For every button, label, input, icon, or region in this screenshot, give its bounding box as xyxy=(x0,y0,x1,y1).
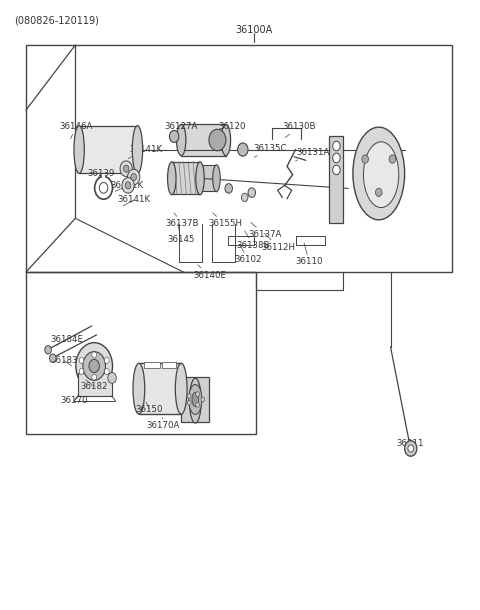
Ellipse shape xyxy=(192,392,199,407)
Text: 36139: 36139 xyxy=(87,169,115,179)
Text: 36211: 36211 xyxy=(396,439,424,451)
Bar xyxy=(144,362,160,368)
Circle shape xyxy=(196,403,200,407)
Ellipse shape xyxy=(74,126,84,173)
Text: 36182: 36182 xyxy=(80,379,108,391)
Circle shape xyxy=(225,184,232,193)
Circle shape xyxy=(248,188,255,198)
Ellipse shape xyxy=(190,378,201,423)
Circle shape xyxy=(125,182,131,189)
Text: 36138B: 36138B xyxy=(237,231,270,249)
Circle shape xyxy=(105,357,109,364)
Bar xyxy=(78,373,111,396)
Text: 36135C: 36135C xyxy=(253,144,287,157)
Circle shape xyxy=(79,368,84,375)
Ellipse shape xyxy=(189,384,202,414)
Text: 36155H: 36155H xyxy=(208,213,242,228)
Circle shape xyxy=(333,165,340,174)
Circle shape xyxy=(333,153,340,163)
Bar xyxy=(172,162,200,195)
Bar xyxy=(26,45,452,272)
Circle shape xyxy=(375,188,382,196)
Ellipse shape xyxy=(221,124,230,156)
Circle shape xyxy=(108,373,116,383)
Text: 36141K: 36141K xyxy=(128,145,163,159)
Text: 36184E: 36184E xyxy=(50,334,84,346)
Ellipse shape xyxy=(363,142,399,207)
Ellipse shape xyxy=(83,351,106,380)
Circle shape xyxy=(49,354,56,362)
Text: 36170A: 36170A xyxy=(146,417,180,430)
Bar xyxy=(139,363,181,414)
Bar xyxy=(26,272,256,434)
Circle shape xyxy=(79,357,84,364)
Circle shape xyxy=(128,170,140,185)
Circle shape xyxy=(241,193,248,201)
Text: 36141K: 36141K xyxy=(110,181,144,192)
Circle shape xyxy=(362,155,369,163)
Circle shape xyxy=(105,368,109,375)
Text: 36100A: 36100A xyxy=(236,25,273,35)
Ellipse shape xyxy=(177,124,186,156)
Circle shape xyxy=(408,445,414,452)
Ellipse shape xyxy=(196,162,204,195)
Circle shape xyxy=(131,173,136,181)
Ellipse shape xyxy=(168,162,176,195)
Circle shape xyxy=(123,165,129,172)
Text: 36137A: 36137A xyxy=(249,223,282,239)
Bar xyxy=(102,174,106,178)
Text: 36150: 36150 xyxy=(135,402,163,414)
Ellipse shape xyxy=(213,165,220,192)
Text: 36140E: 36140E xyxy=(193,265,226,279)
Text: 36131A: 36131A xyxy=(296,148,330,161)
Ellipse shape xyxy=(353,127,405,220)
Text: 36127A: 36127A xyxy=(165,123,198,138)
Bar xyxy=(181,377,209,422)
Circle shape xyxy=(238,143,248,156)
Ellipse shape xyxy=(132,126,143,173)
Text: 36110: 36110 xyxy=(296,243,323,267)
Text: 36137B: 36137B xyxy=(166,213,199,228)
Circle shape xyxy=(45,346,51,354)
Text: 36183: 36183 xyxy=(50,356,78,366)
Circle shape xyxy=(187,400,191,405)
Circle shape xyxy=(405,440,417,456)
Circle shape xyxy=(196,392,200,396)
Circle shape xyxy=(333,141,340,151)
Circle shape xyxy=(92,374,96,380)
Text: 36120: 36120 xyxy=(219,123,246,137)
Circle shape xyxy=(169,131,179,142)
Circle shape xyxy=(122,178,134,193)
Text: 36102: 36102 xyxy=(234,245,262,264)
Text: 36112H: 36112H xyxy=(261,233,295,251)
Circle shape xyxy=(389,155,396,163)
Ellipse shape xyxy=(133,364,145,414)
Text: 36146A: 36146A xyxy=(59,123,92,139)
Circle shape xyxy=(92,352,96,358)
Circle shape xyxy=(201,397,204,402)
Bar xyxy=(329,137,344,223)
Bar xyxy=(181,124,226,156)
Text: 36141K: 36141K xyxy=(118,195,151,206)
Text: (080826-120119): (080826-120119) xyxy=(14,15,99,25)
Text: 36145: 36145 xyxy=(167,224,194,244)
Ellipse shape xyxy=(89,359,99,373)
Circle shape xyxy=(187,393,191,398)
Bar xyxy=(200,165,216,192)
Circle shape xyxy=(209,129,226,151)
Text: 36170: 36170 xyxy=(60,396,88,405)
Text: 36130B: 36130B xyxy=(282,123,316,138)
Ellipse shape xyxy=(175,364,187,414)
Bar xyxy=(79,126,137,173)
Ellipse shape xyxy=(76,343,112,389)
Circle shape xyxy=(120,161,132,176)
Bar xyxy=(162,362,177,368)
